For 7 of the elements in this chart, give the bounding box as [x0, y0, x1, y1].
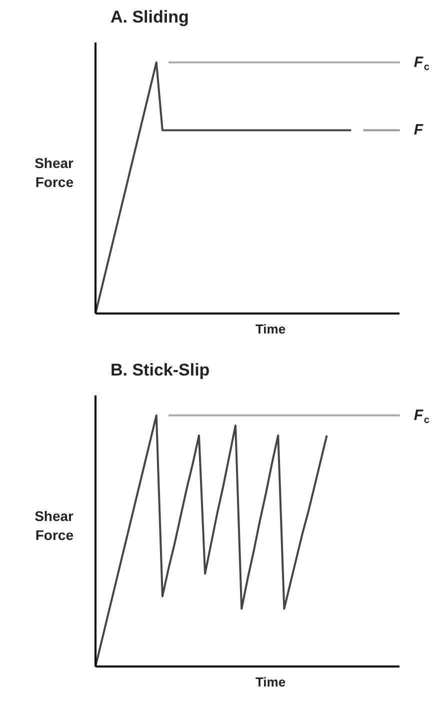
- x-axis-title: Time: [255, 322, 286, 336]
- y-axis-title: Shear Force: [34, 508, 74, 544]
- y-axis-title: Shear Force: [34, 154, 74, 190]
- chart-title: A. Sliding: [110, 8, 189, 26]
- x-axis-title: Time: [255, 674, 286, 690]
- series-label: F: [414, 122, 424, 139]
- chart-title: B. Stick-Slip: [110, 360, 210, 380]
